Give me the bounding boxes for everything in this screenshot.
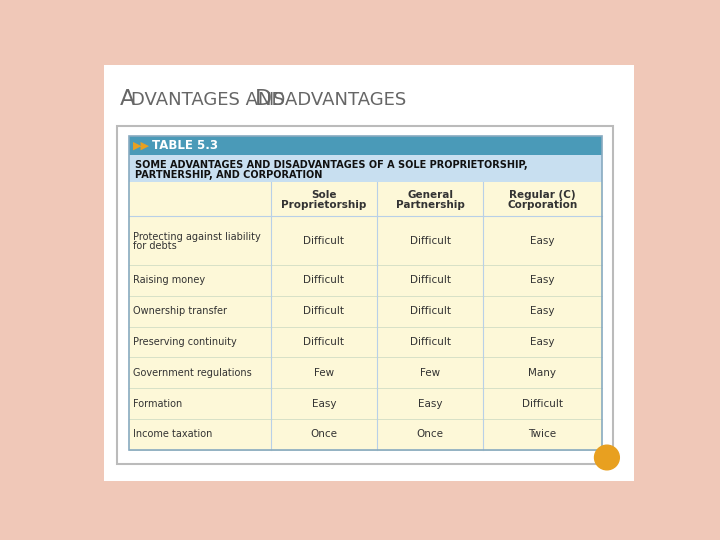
Text: ISADVANTAGES: ISADVANTAGES [269,91,407,109]
Text: Sole: Sole [311,190,336,200]
Text: Once: Once [310,429,337,440]
Text: Government regulations: Government regulations [133,368,252,378]
Text: Difficult: Difficult [410,236,451,246]
Bar [634,65,648,481]
Text: Few: Few [420,368,440,378]
Text: Twice: Twice [528,429,557,440]
Text: Many: Many [528,368,557,378]
Text: Protecting against liability: Protecting against liability [133,232,261,242]
Bar [90,65,104,481]
Bar [129,136,601,450]
Bar [129,136,601,155]
Text: Easy: Easy [530,275,554,286]
Text: Once: Once [417,429,444,440]
Text: for debts: for debts [133,241,177,251]
Text: Easy: Easy [312,399,336,409]
Text: Difficult: Difficult [522,399,563,409]
Text: Ownership transfer: Ownership transfer [133,306,228,316]
Text: DVANTAGES AND: DVANTAGES AND [131,91,292,109]
Bar [129,357,601,388]
Text: TABLE 5.3: TABLE 5.3 [152,139,218,152]
Bar [129,388,601,419]
Bar [117,126,613,464]
Text: ▶▶: ▶▶ [133,140,150,150]
Text: Formation: Formation [133,399,183,409]
Text: Raising money: Raising money [133,275,205,286]
Text: D: D [256,89,272,109]
Text: Difficult: Difficult [410,306,451,316]
Text: Regular (C): Regular (C) [509,190,576,200]
Text: Few: Few [314,368,334,378]
Text: Easy: Easy [418,399,442,409]
Bar [129,217,601,265]
Text: Difficult: Difficult [410,275,451,286]
Text: SOME ADVANTAGES AND DISADVANTAGES OF A SOLE PROPRIETORSHIP,: SOME ADVANTAGES AND DISADVANTAGES OF A S… [135,160,528,170]
Text: Preserving continuity: Preserving continuity [133,337,237,347]
Text: Income taxation: Income taxation [133,429,213,440]
Bar [129,265,601,296]
Bar [129,327,601,357]
Bar [129,155,601,182]
Text: PARTNERSHIP, AND CORPORATION: PARTNERSHIP, AND CORPORATION [135,170,323,179]
Text: Difficult: Difficult [303,306,344,316]
Bar [129,296,601,327]
Text: Easy: Easy [530,306,554,316]
Text: A: A [120,89,135,109]
Text: Difficult: Difficult [410,337,451,347]
Text: Easy: Easy [530,236,554,246]
Text: Corporation: Corporation [508,200,577,210]
Text: Difficult: Difficult [303,236,344,246]
Text: Difficult: Difficult [303,275,344,286]
Text: Proprietorship: Proprietorship [281,200,366,210]
Text: Easy: Easy [530,337,554,347]
Text: Partnership: Partnership [396,200,464,210]
Text: Difficult: Difficult [303,337,344,347]
Circle shape [595,445,619,470]
Text: General: General [407,190,453,200]
Bar [129,182,601,217]
Bar [129,419,601,450]
